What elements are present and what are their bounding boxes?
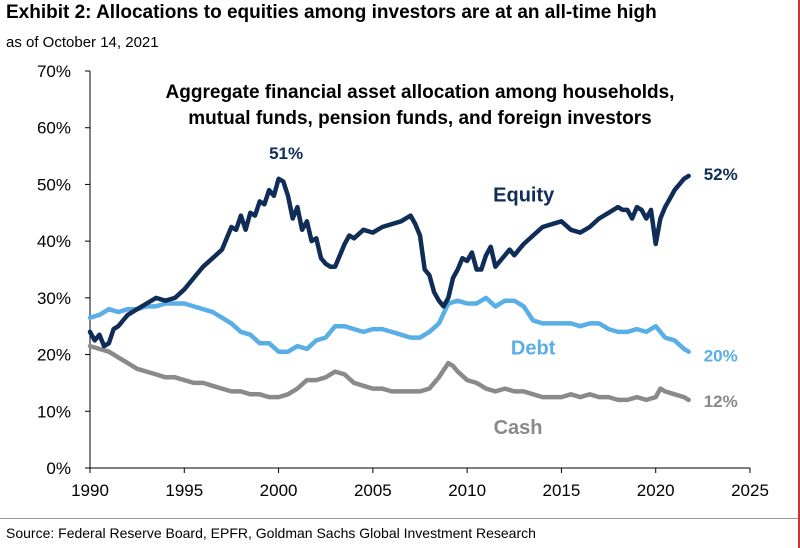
x-tick-label: 2000 <box>260 481 298 500</box>
y-tick-label: 30% <box>37 289 71 308</box>
chart-title-line-1: Aggregate financial asset allocation amo… <box>166 82 675 103</box>
frame-edge <box>798 0 800 548</box>
y-tick-label: 20% <box>37 346 71 365</box>
y-tick-label: 40% <box>37 232 71 251</box>
series-line-cash <box>87 343 691 403</box>
footer-divider <box>0 518 800 519</box>
series-name-debt: Debt <box>511 338 556 360</box>
y-tick-label: 50% <box>37 175 71 194</box>
y-tick-label: 10% <box>37 402 71 421</box>
exhibit-title: Exhibit 2: Allocations to equities among… <box>6 2 657 23</box>
exhibit-subtitle: as of October 14, 2021 <box>6 34 159 51</box>
series-labels: Equity 52% 51% Debt 20% Cash 12% <box>269 144 738 439</box>
chart-title: Aggregate financial asset allocation amo… <box>166 82 675 129</box>
x-tick-label: 2020 <box>637 481 675 500</box>
x-tick-label: 1995 <box>165 481 203 500</box>
x-tick-label: 2005 <box>354 481 392 500</box>
chart-title-line-2: mutual funds, pension funds, and foreign… <box>188 108 651 129</box>
x-tick-label: 2025 <box>731 481 769 500</box>
series-line-debt <box>87 295 691 354</box>
y-tick-label: 0% <box>46 459 71 478</box>
series-peak-label-equity: 51% <box>269 144 303 163</box>
axes: 0% 10% 20% 30% 40% 50% 60% 70% 1990 1995 2000 2005 2… <box>37 62 769 500</box>
y-tick-label: 60% <box>37 119 71 138</box>
series-end-label-equity: 52% <box>704 165 738 184</box>
series-end-label-cash: 12% <box>704 392 738 411</box>
series-end-label-debt: 20% <box>704 347 738 366</box>
series-layer <box>87 173 691 403</box>
series-name-cash: Cash <box>494 417 543 439</box>
x-tick-label: 2010 <box>448 481 486 500</box>
source-note: Source: Federal Reserve Board, EPFR, Gol… <box>6 525 536 541</box>
series-line-equity <box>87 173 691 349</box>
y-tick-label: 70% <box>37 62 71 81</box>
x-tick-label: 2015 <box>543 481 581 500</box>
series-name-equity: Equity <box>493 184 555 206</box>
x-tick-label: 1990 <box>71 481 109 500</box>
